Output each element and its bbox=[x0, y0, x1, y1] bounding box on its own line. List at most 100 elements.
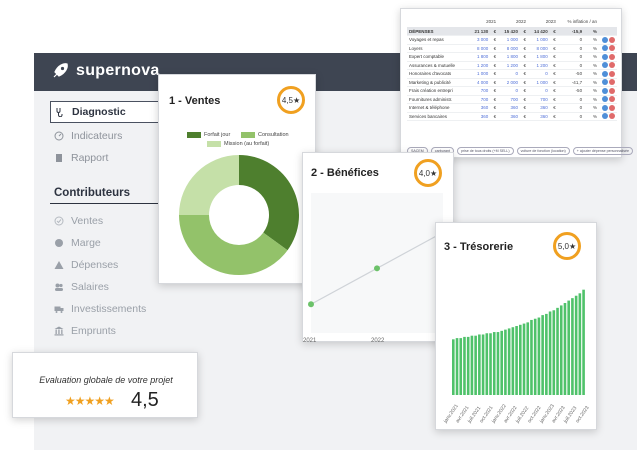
value-2022[interactable]: 2 000 bbox=[498, 78, 520, 87]
edit-icon[interactable] bbox=[602, 70, 608, 77]
legend-entry: Forfait jour bbox=[187, 132, 230, 138]
rating-value: 4,5 bbox=[131, 389, 159, 411]
delete-icon[interactable] bbox=[609, 96, 615, 103]
delete-icon[interactable] bbox=[609, 53, 615, 60]
pct: % bbox=[584, 35, 599, 45]
value-2022[interactable]: 700 bbox=[498, 95, 520, 104]
legend-entry: Consultation bbox=[241, 132, 289, 138]
unit: € bbox=[549, 86, 558, 96]
truck-icon bbox=[54, 306, 64, 313]
rating-stars-icon: ★★★★★ bbox=[65, 394, 115, 408]
edit-icon[interactable] bbox=[602, 79, 608, 86]
value-2023[interactable]: 700 bbox=[527, 95, 550, 104]
pie-slice bbox=[239, 155, 299, 251]
row-actions bbox=[599, 44, 617, 53]
edit-icon[interactable] bbox=[602, 104, 608, 111]
total-row: DÉPENSES 21 130 € 15 420 € 14 420 € -15,… bbox=[407, 27, 617, 36]
sidebar-item-investissements[interactable]: Investissements bbox=[50, 298, 166, 320]
suggestion-pill[interactable]: prise de tous droits (+M SELL) bbox=[456, 147, 514, 155]
value-2021[interactable]: 4 000 bbox=[468, 78, 491, 87]
global-rating-card: Evaluation globale de votre projet ★★★★★… bbox=[12, 352, 198, 418]
value-2023[interactable]: 360 bbox=[527, 112, 550, 121]
sidebar-item-indicateurs[interactable]: Indicateurs bbox=[50, 125, 166, 147]
bar bbox=[492, 332, 496, 395]
bar bbox=[556, 307, 559, 395]
value-2021[interactable]: 360 bbox=[468, 112, 491, 121]
delete-icon[interactable] bbox=[609, 87, 615, 94]
value-2021[interactable]: 360 bbox=[468, 103, 491, 113]
delete-icon[interactable] bbox=[609, 104, 615, 111]
value-2023[interactable]: 0 bbox=[527, 69, 550, 79]
sidebar-item-emprunts[interactable]: Emprunts bbox=[50, 320, 166, 342]
column-header bbox=[599, 15, 617, 27]
pct: % bbox=[584, 112, 599, 121]
table-row: Voyages et repas 3 000 €1 000 €1 000 €0% bbox=[407, 35, 617, 45]
suggestion-pill[interactable]: voiture de fonction (location) bbox=[516, 147, 570, 155]
value-2023[interactable]: 1 000 bbox=[527, 78, 550, 87]
edit-icon[interactable] bbox=[602, 45, 608, 52]
value-2021[interactable]: 700 bbox=[468, 86, 491, 96]
edit-icon[interactable] bbox=[602, 36, 608, 43]
value-2023[interactable]: 360 bbox=[527, 103, 550, 113]
bar bbox=[463, 336, 466, 395]
delete-icon[interactable] bbox=[609, 79, 615, 86]
bar bbox=[519, 324, 522, 395]
tresorerie-card: 3 - Trésorerie 5,0 ★ janv.2021 avr.2021 jui… bbox=[435, 222, 597, 430]
value-2021[interactable]: 3 000 bbox=[468, 35, 491, 45]
value-2021[interactable]: 1 200 bbox=[468, 61, 491, 70]
inflation-value: -50 bbox=[557, 86, 585, 96]
value-2022[interactable]: 8 000 bbox=[498, 44, 520, 53]
edit-icon[interactable] bbox=[602, 113, 608, 120]
value-2022[interactable]: 1 200 bbox=[498, 61, 520, 70]
delete-icon[interactable] bbox=[609, 62, 615, 69]
value-2023[interactable]: 1 200 bbox=[527, 61, 550, 70]
bar bbox=[474, 335, 477, 395]
edit-icon[interactable] bbox=[602, 62, 608, 69]
delete-icon[interactable] bbox=[609, 45, 615, 52]
brand[interactable]: supernova bbox=[50, 61, 160, 81]
delete-icon[interactable] bbox=[609, 36, 615, 43]
value-2022[interactable]: 1 000 bbox=[498, 35, 520, 45]
bar bbox=[559, 305, 563, 395]
bar bbox=[522, 323, 526, 395]
tresorerie-bar-chart: janv.2021avr.2021juil.2021oct.2021janv.2… bbox=[442, 289, 591, 425]
value-2023[interactable]: 0 bbox=[527, 86, 550, 96]
delete-icon[interactable] bbox=[609, 113, 615, 120]
value-2022[interactable]: 0 bbox=[498, 86, 520, 96]
bar bbox=[470, 335, 474, 395]
value-2021[interactable]: 1 800 bbox=[468, 52, 491, 62]
value-2022[interactable]: 0 bbox=[498, 69, 520, 79]
total-2021: 21 130 bbox=[468, 27, 491, 36]
sidebar-item-ventes[interactable]: Ventes bbox=[50, 210, 166, 232]
value-2022[interactable]: 360 bbox=[498, 103, 520, 113]
value-2021[interactable]: 8 000 bbox=[468, 44, 491, 53]
unit: € bbox=[519, 86, 528, 96]
benefices-title: 2 - Bénéfices bbox=[311, 167, 379, 179]
unit: € bbox=[490, 112, 499, 121]
sidebar-item-marge[interactable]: Marge bbox=[50, 232, 166, 254]
value-2022[interactable]: 1 800 bbox=[498, 52, 520, 62]
value-2023[interactable]: 8 000 bbox=[527, 44, 550, 53]
x-tick-label: 2022 bbox=[371, 338, 385, 343]
value-2023[interactable]: 1 800 bbox=[527, 52, 550, 62]
sidebar-item-rapport[interactable]: Rapport bbox=[50, 147, 166, 169]
value-2021[interactable]: 700 bbox=[468, 95, 491, 104]
bar bbox=[537, 317, 541, 395]
edit-icon[interactable] bbox=[602, 53, 608, 60]
sidebar-item-salaires[interactable]: Salaires bbox=[50, 276, 166, 298]
sidebar-item-depenses[interactable]: Dépenses bbox=[50, 254, 166, 276]
unit: € bbox=[490, 52, 499, 62]
expenses-table: 2021 2022 2023 % inflation / an DÉPENSES… bbox=[407, 15, 617, 121]
value-2021[interactable]: 1 000 bbox=[468, 69, 491, 79]
inflation-value: 0 bbox=[557, 35, 585, 45]
unit: € bbox=[549, 35, 558, 45]
add-expense-pill[interactable]: + ajouter dépense personnalisée bbox=[572, 147, 634, 155]
sidebar-item-diagnostic[interactable]: Diagnostic bbox=[50, 101, 166, 123]
value-2023[interactable]: 1 000 bbox=[527, 35, 550, 45]
edit-icon[interactable] bbox=[602, 96, 608, 103]
value-2022[interactable]: 360 bbox=[498, 112, 520, 121]
bar bbox=[574, 295, 578, 395]
delete-icon[interactable] bbox=[609, 70, 615, 77]
edit-icon[interactable] bbox=[602, 87, 608, 94]
